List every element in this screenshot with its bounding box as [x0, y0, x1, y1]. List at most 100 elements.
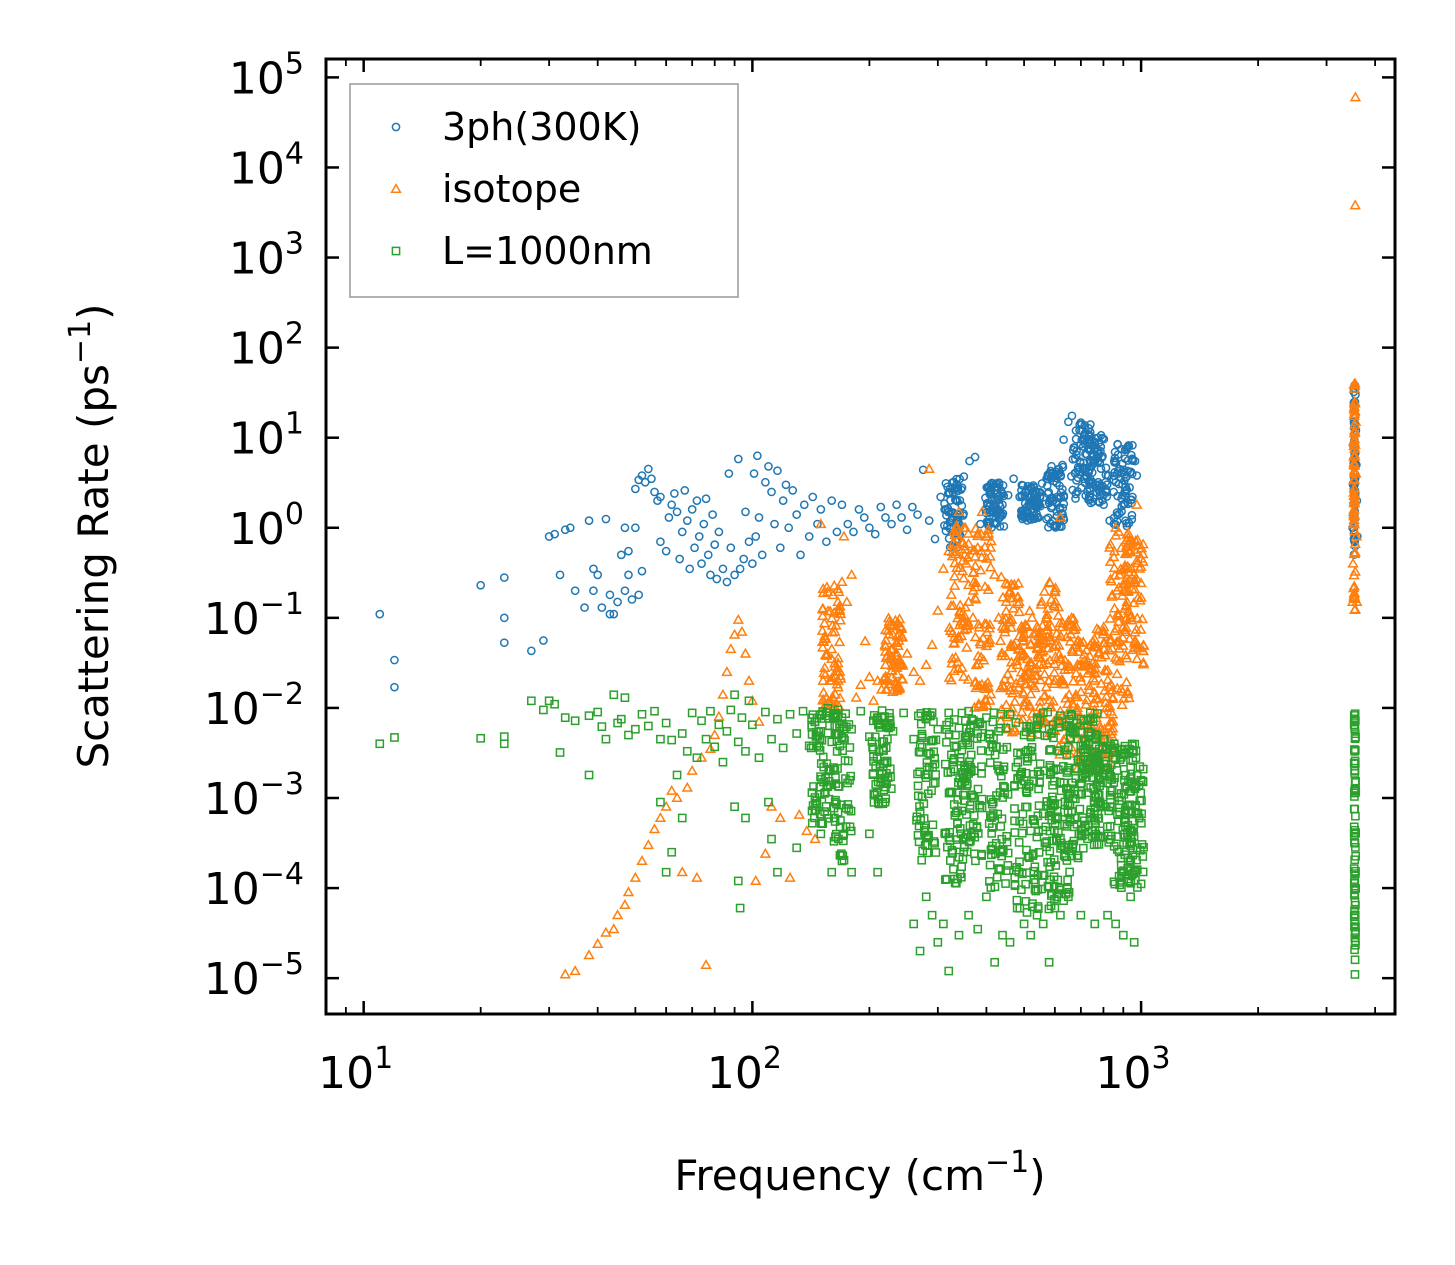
point-circle	[767, 487, 776, 497]
point-triangle	[957, 572, 970, 583]
point-square	[1012, 903, 1022, 913]
point-circle	[832, 527, 842, 537]
point-circle	[749, 469, 759, 478]
point-circle	[1128, 440, 1137, 450]
point-circle	[722, 577, 732, 587]
point-circle	[593, 570, 603, 580]
point-square	[960, 716, 970, 726]
point-circle	[584, 516, 594, 525]
point-triangle	[1127, 644, 1139, 654]
point-circle	[1101, 477, 1110, 487]
point-square	[914, 821, 924, 831]
point-triangle	[739, 647, 752, 658]
point-square	[842, 722, 851, 732]
point-circle	[677, 527, 687, 537]
point-triangle	[1349, 546, 1361, 557]
point-square	[1069, 836, 1079, 846]
point-triangle	[996, 646, 1008, 657]
point-triangle	[967, 544, 979, 555]
point-square	[823, 728, 833, 738]
point-square	[927, 736, 937, 745]
point-square	[1350, 884, 1359, 894]
point-triangle	[1097, 628, 1109, 639]
legend-entries: 3ph(300K) isotope L=1000nm	[390, 105, 653, 273]
point-triangle	[1052, 609, 1065, 620]
point-circle	[970, 452, 980, 462]
point-square	[834, 730, 844, 739]
point-triangle	[894, 620, 906, 631]
point-square	[1051, 813, 1060, 823]
point-triangle	[611, 909, 624, 920]
point-triangle	[1128, 576, 1140, 587]
point-triangle	[1062, 620, 1075, 631]
point-square	[962, 810, 971, 819]
point-square	[1041, 822, 1051, 832]
point-square	[1103, 778, 1113, 788]
point-square	[761, 707, 770, 717]
point-square	[1137, 809, 1146, 819]
point-triangle	[948, 525, 960, 536]
point-triangle	[1116, 699, 1128, 710]
point-square	[1048, 801, 1058, 811]
point-square	[988, 797, 998, 807]
point-square	[1350, 906, 1359, 916]
point-triangle	[1044, 634, 1057, 645]
point-square	[1138, 867, 1148, 877]
point-circle	[941, 478, 951, 488]
point-triangle	[686, 764, 698, 775]
point-square	[924, 748, 934, 758]
point-triangle	[1105, 678, 1117, 689]
point-square	[822, 708, 831, 718]
point-circle	[843, 519, 853, 529]
point-square	[885, 718, 895, 728]
point-triangle	[1091, 623, 1103, 633]
point-triangle	[891, 668, 904, 679]
point-circle	[620, 523, 630, 533]
point-square	[637, 709, 647, 719]
point-triangle	[695, 751, 708, 762]
point-square	[1114, 847, 1124, 857]
point-triangle	[948, 636, 960, 647]
point-triangle	[1134, 594, 1146, 605]
point-square	[1053, 765, 1063, 774]
legend-entry: isotope	[390, 167, 581, 211]
point-square	[973, 924, 983, 934]
point-square	[656, 734, 665, 744]
point-triangle	[962, 538, 975, 548]
point-square	[1066, 733, 1076, 743]
point-triangle	[1016, 706, 1028, 717]
point-triangle	[1109, 625, 1121, 636]
point-triangle	[816, 624, 829, 635]
point-square	[1026, 930, 1036, 940]
point-square	[873, 867, 882, 877]
point-triangle	[676, 866, 688, 877]
point-circle	[870, 529, 880, 539]
point-triangle	[832, 652, 844, 663]
point-square	[942, 720, 951, 730]
point-triangle	[1058, 678, 1070, 689]
point-triangle	[914, 674, 926, 685]
point-triangle	[1070, 667, 1082, 678]
point-triangle	[961, 622, 973, 633]
point-triangle	[1108, 602, 1121, 613]
point-square	[1350, 955, 1360, 965]
point-triangle	[743, 674, 755, 685]
point-circle	[1022, 513, 1032, 522]
point-square	[1022, 788, 1032, 798]
point-square	[730, 690, 739, 700]
point-square	[1349, 879, 1359, 888]
point-square	[677, 813, 687, 823]
point-triangle	[736, 625, 748, 636]
point-square	[1350, 783, 1360, 793]
point-triangle	[1004, 673, 1017, 684]
point-triangle	[948, 665, 960, 676]
point-square	[845, 743, 855, 752]
point-square	[1010, 804, 1019, 813]
point-square	[1003, 789, 1013, 799]
point-square	[1049, 733, 1058, 743]
point-triangle	[829, 625, 841, 636]
point-circle	[589, 564, 598, 574]
point-circle	[941, 505, 951, 514]
x-axis-title: Frequency (cm−1)	[674, 1145, 1045, 1200]
point-triangle	[721, 666, 733, 677]
